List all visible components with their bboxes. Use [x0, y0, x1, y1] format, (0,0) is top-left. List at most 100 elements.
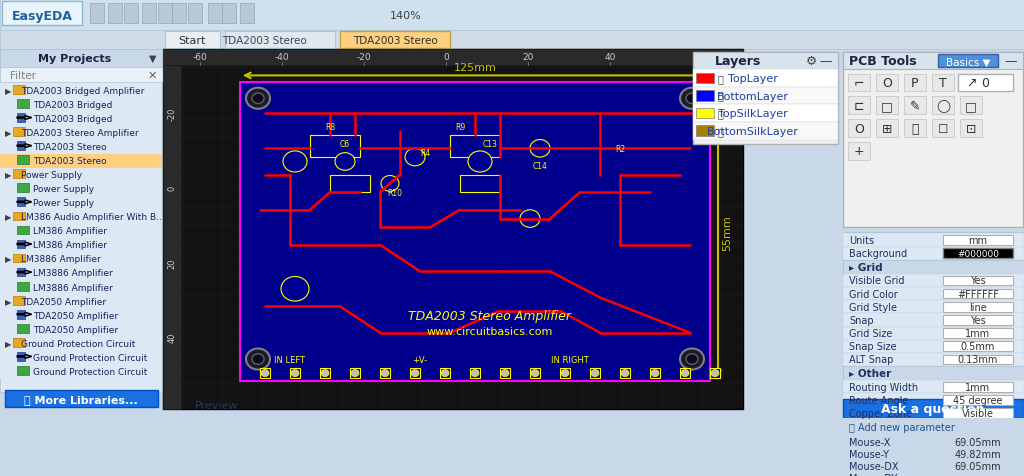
Bar: [943, 342, 1013, 351]
Text: PCB Tools: PCB Tools: [849, 55, 916, 68]
Bar: [696, 74, 714, 84]
Text: O: O: [882, 77, 892, 90]
Bar: [500, 368, 510, 378]
FancyArrow shape: [17, 200, 32, 204]
Text: ⚙: ⚙: [805, 55, 816, 68]
Bar: [460, 175, 500, 193]
Text: Grid Size: Grid Size: [849, 328, 892, 338]
Text: TDA2003 Stereo: TDA2003 Stereo: [352, 36, 437, 46]
Circle shape: [681, 370, 689, 377]
Circle shape: [246, 89, 270, 109]
Text: ⌐: ⌐: [854, 77, 864, 90]
Text: —: —: [820, 55, 833, 68]
Text: TDA2003 Stereo: TDA2003 Stereo: [221, 36, 306, 46]
Circle shape: [335, 153, 355, 171]
Text: Filter: Filter: [10, 70, 36, 80]
Text: ▶: ▶: [5, 171, 14, 180]
Circle shape: [520, 210, 540, 228]
Text: ✎: ✎: [909, 99, 921, 112]
Bar: [961, 120, 982, 138]
Text: R9: R9: [455, 123, 465, 131]
Text: 👁: 👁: [717, 127, 723, 137]
Bar: [696, 91, 714, 102]
Text: mm: mm: [969, 236, 987, 246]
Text: -20: -20: [168, 107, 176, 120]
Bar: [680, 368, 690, 378]
Bar: [0, 252, 162, 267]
Bar: [696, 109, 714, 119]
Bar: [165, 31, 220, 49]
Bar: [90, 4, 104, 24]
Bar: [163, 50, 743, 66]
Text: ◯: ◯: [936, 99, 950, 112]
Text: TDA2003 Stereo Amplifier: TDA2003 Stereo Amplifier: [22, 129, 138, 138]
Text: 🔍 More Libraries...: 🔍 More Libraries...: [25, 394, 138, 404]
Bar: [843, 52, 1023, 228]
Text: #000000: #000000: [957, 249, 999, 258]
Bar: [932, 97, 954, 115]
Bar: [843, 52, 1023, 70]
Bar: [340, 31, 450, 49]
Text: □: □: [966, 99, 977, 112]
Bar: [843, 314, 1024, 327]
Bar: [260, 368, 270, 378]
Bar: [843, 288, 1024, 300]
Bar: [245, 88, 705, 377]
Bar: [17, 198, 25, 207]
Bar: [904, 74, 926, 92]
Bar: [943, 302, 1013, 312]
Text: ⊏: ⊏: [854, 99, 864, 112]
Bar: [843, 407, 1024, 420]
Bar: [108, 4, 122, 24]
Text: IN RIGHT: IN RIGHT: [551, 355, 589, 364]
Circle shape: [381, 370, 389, 377]
FancyArrow shape: [17, 355, 32, 358]
Text: R2: R2: [615, 145, 625, 153]
Bar: [843, 436, 1024, 448]
Bar: [0, 322, 162, 337]
Text: LM386 Audio Amplifier With B...: LM386 Audio Amplifier With B...: [22, 213, 165, 222]
Bar: [0, 210, 162, 224]
Circle shape: [651, 370, 659, 377]
Text: LM386 Amplifier: LM386 Amplifier: [33, 227, 106, 236]
Text: ⊡: ⊡: [966, 122, 976, 135]
Bar: [904, 97, 926, 115]
Circle shape: [281, 277, 309, 301]
Bar: [650, 368, 660, 378]
Text: ▶: ▶: [5, 339, 14, 348]
Bar: [843, 234, 1024, 247]
Circle shape: [561, 370, 569, 377]
Circle shape: [351, 370, 359, 377]
FancyArrow shape: [17, 313, 32, 317]
Text: Route Angle: Route Angle: [849, 395, 908, 405]
Text: Power Supply: Power Supply: [22, 171, 82, 180]
Text: TDA2050 Amplifier: TDA2050 Amplifier: [33, 311, 118, 320]
Text: Mouse-DX: Mouse-DX: [849, 461, 898, 471]
Bar: [163, 66, 181, 409]
Circle shape: [686, 94, 698, 104]
Bar: [843, 247, 1024, 260]
Text: TDA2003 Stereo: TDA2003 Stereo: [33, 157, 106, 166]
Bar: [0, 280, 162, 295]
Bar: [0, 182, 162, 196]
Bar: [17, 324, 29, 333]
Bar: [440, 368, 450, 378]
Text: C14: C14: [532, 162, 548, 171]
Text: Ground Protection Circuit: Ground Protection Circuit: [22, 339, 135, 348]
Bar: [124, 4, 138, 24]
Bar: [0, 50, 163, 68]
Bar: [961, 97, 982, 115]
Text: ▶: ▶: [5, 213, 14, 222]
Text: Basics ▼: Basics ▼: [946, 57, 990, 67]
Circle shape: [621, 370, 629, 377]
Text: 49.82mm: 49.82mm: [954, 449, 1001, 459]
Bar: [848, 97, 870, 115]
Bar: [932, 74, 954, 92]
Bar: [696, 126, 714, 137]
Bar: [350, 368, 360, 378]
Bar: [693, 70, 838, 88]
Text: Copper Zone: Copper Zone: [849, 408, 912, 418]
Circle shape: [321, 370, 329, 377]
FancyArrow shape: [17, 144, 32, 149]
Bar: [240, 83, 710, 381]
